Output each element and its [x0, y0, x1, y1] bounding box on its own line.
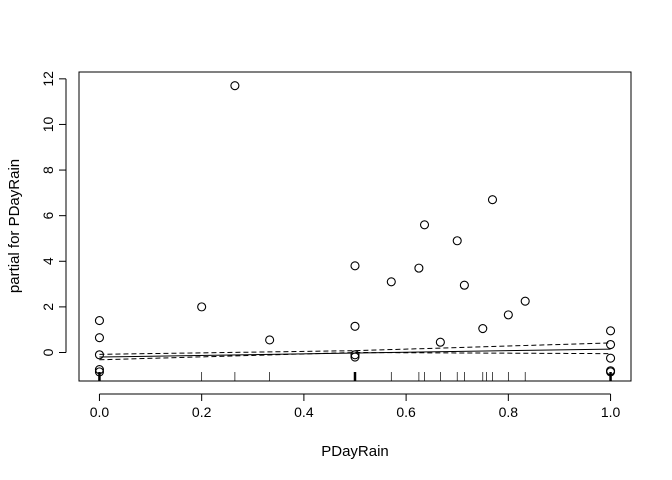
- data-point: [197, 302, 207, 312]
- y-tick-label: 0: [40, 348, 56, 356]
- data-point: [459, 280, 469, 290]
- data-point: [386, 277, 396, 287]
- data-point: [487, 195, 498, 205]
- y-axis: 0 2 4 6 8 10 12: [40, 71, 67, 356]
- x-tick-label: 0.0: [90, 404, 110, 420]
- data-point: [94, 316, 104, 326]
- x-tick-label: 0.4: [294, 404, 314, 420]
- y-axis-label: partial for PDayRain: [6, 159, 23, 293]
- data-point: [265, 335, 275, 345]
- data-point: [414, 263, 424, 273]
- data-point: [606, 326, 616, 336]
- x-axis-label: PDayRain: [321, 443, 389, 460]
- data-point: [94, 350, 104, 360]
- y-tick-label: 8: [40, 166, 56, 174]
- data-point: [350, 321, 360, 331]
- y-tick-label: 6: [40, 212, 56, 220]
- data-point: [606, 339, 616, 350]
- data-point: [94, 365, 104, 375]
- data-point: [606, 353, 616, 363]
- x-tick-label: 1.0: [601, 404, 621, 420]
- data-point: [606, 367, 616, 377]
- data-point: [230, 81, 240, 91]
- data-point: [435, 337, 445, 347]
- data-point: [452, 236, 462, 246]
- y-tick-label: 10: [40, 116, 56, 132]
- x-tick-label: 0.8: [499, 404, 519, 420]
- data-point: [94, 333, 104, 343]
- data-point: [94, 367, 104, 377]
- data-point: [503, 310, 513, 320]
- y-tick-label: 2: [40, 303, 56, 311]
- x-tick-label: 0.2: [192, 404, 212, 420]
- data-point: [350, 350, 360, 360]
- data-point: [478, 323, 488, 334]
- x-tick-label: 0.6: [396, 404, 416, 420]
- plot-frame: [78, 71, 632, 382]
- confidence-band: [99, 342, 611, 361]
- rug-marks: [98, 372, 612, 381]
- data-point: [350, 261, 360, 271]
- data-point: [350, 352, 360, 362]
- data-point: [520, 296, 530, 306]
- x-axis: 0.0 0.2 0.4 0.6 0.8 1.0: [90, 393, 621, 420]
- ci-lower-line: [99, 351, 611, 361]
- data-point: [419, 220, 430, 230]
- data-points: [94, 81, 616, 377]
- y-tick-label: 12: [40, 71, 56, 87]
- y-tick-label: 4: [40, 257, 56, 265]
- ci-upper-line: [99, 342, 611, 355]
